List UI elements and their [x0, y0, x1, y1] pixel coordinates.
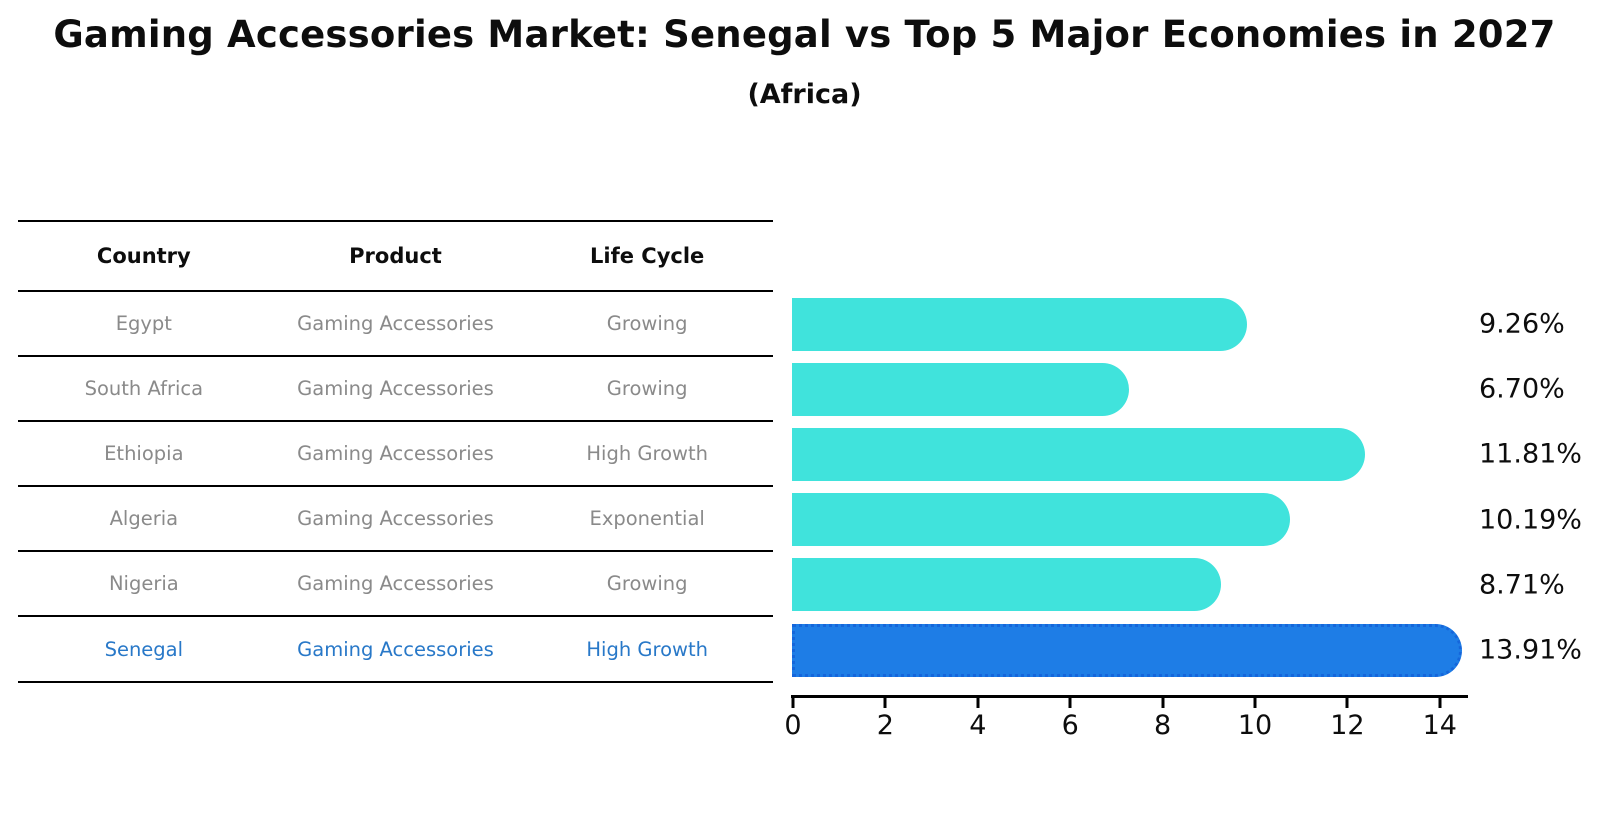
value-label-algeria: 10.19% [1479, 504, 1582, 536]
table-cell-product: Gaming Accessories [297, 572, 494, 596]
bar-egypt [792, 297, 1247, 351]
bar-senegal [792, 623, 1462, 677]
table-row-nigeria: Nigeria Gaming Accessories Growing [18, 552, 773, 618]
table-cell-product: Gaming Accessories [297, 311, 494, 335]
table-cell-life-cycle: Growing [606, 311, 688, 335]
bar-south-africa [792, 362, 1129, 416]
x-tick-10 [1253, 697, 1257, 708]
table-cell-country: Nigeria [108, 572, 179, 596]
table-header-product: Product [349, 243, 442, 268]
table-body: Egypt Gaming Accessories Growing South Afri… [18, 292, 773, 683]
x-tick-label-6: 6 [1061, 710, 1079, 741]
table-cell-life-cycle: Exponential [589, 507, 705, 531]
table-cell-product: Gaming Accessories [297, 507, 494, 531]
x-tick-14 [1438, 697, 1442, 708]
x-tick-12 [1345, 697, 1349, 708]
x-tick-8 [1161, 697, 1165, 708]
table-header-row: Country Product Life Cycle [18, 222, 773, 292]
table-header-country: Country [96, 243, 191, 268]
table-header-life-cycle: Life Cycle [590, 243, 705, 268]
table-cell-life-cycle: High Growth [586, 637, 708, 661]
table-cell-product: Gaming Accessories [297, 637, 494, 661]
x-tick-label-10: 10 [1237, 710, 1273, 741]
table-cell-country: Algeria [109, 507, 179, 531]
table-cell-country: South Africa [84, 376, 204, 400]
value-label-nigeria: 8.71% [1479, 569, 1565, 601]
x-tick-6 [1068, 697, 1072, 708]
value-label-south-africa: 6.70% [1479, 373, 1565, 405]
table-cell-product: Gaming Accessories [297, 376, 494, 400]
bar-nigeria [792, 558, 1222, 612]
x-tick-label-0: 0 [784, 710, 802, 741]
x-tick-label-14: 14 [1422, 710, 1457, 741]
value-label-egypt: 9.26% [1479, 308, 1565, 340]
table-cell-country: Egypt [115, 311, 172, 335]
table-row-egypt: Egypt Gaming Accessories Growing [18, 292, 773, 357]
chart-title: Gaming Accessories Market: Senegal vs To… [53, 13, 1556, 56]
table-row-south-africa: South Africa Gaming Accessories Growing [18, 357, 773, 422]
comparison-table: Country Product Life Cycle Egypt Gaming Acc… [18, 220, 773, 683]
table-cell-product: Gaming Accessories [297, 441, 494, 465]
table-cell-country: Senegal [104, 637, 184, 661]
value-label-senegal: 13.91% [1479, 634, 1582, 666]
table-row-ethiopia: Ethiopia Gaming Accessories High Growth [18, 422, 773, 488]
x-tick-label-4: 4 [969, 710, 987, 741]
x-tick-label-2: 2 [876, 710, 894, 741]
bar-ethiopia [792, 427, 1365, 481]
table-row-algeria: Algeria Gaming Accessories Exponential [18, 487, 773, 553]
value-label-ethiopia: 11.81% [1479, 438, 1582, 470]
x-tick-4 [976, 697, 980, 708]
x-tick-label-12: 12 [1330, 710, 1365, 741]
table-cell-country: Ethiopia [104, 441, 184, 465]
x-tick-label-8: 8 [1154, 710, 1172, 741]
table-cell-life-cycle: High Growth [586, 441, 708, 465]
table-cell-life-cycle: Growing [606, 572, 688, 596]
x-tick-0 [791, 697, 795, 708]
table-row-senegal: Senegal Gaming Accessories High Growth [18, 617, 773, 683]
table-cell-life-cycle: Growing [606, 376, 688, 400]
bar-algeria [792, 493, 1290, 547]
x-axis-line [791, 695, 1468, 698]
chart-subtitle: (Africa) [747, 79, 862, 110]
x-tick-2 [883, 697, 887, 708]
